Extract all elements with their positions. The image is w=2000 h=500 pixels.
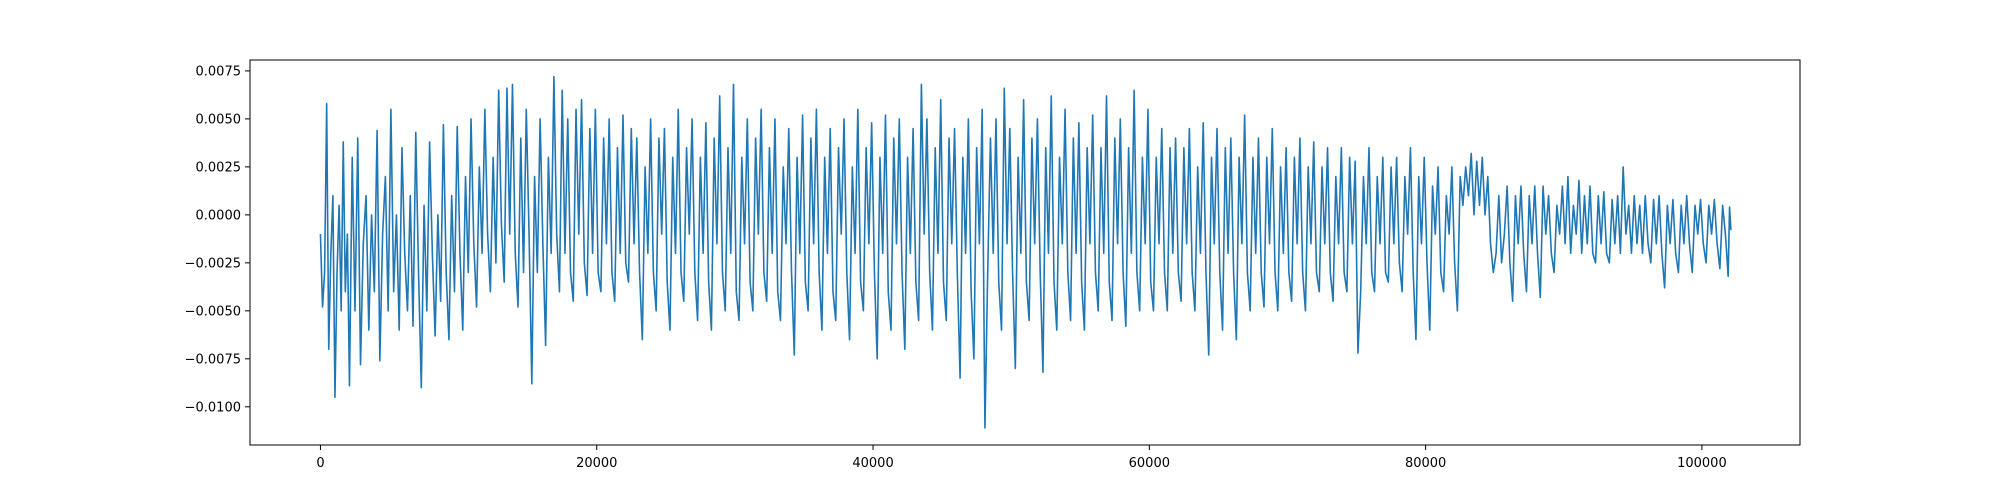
y-tick-label: 0.0025 bbox=[196, 160, 242, 175]
y-axis: −0.0100 −0.0075 −0.0050 −0.0025 0.0000 0.0025… bbox=[185, 64, 250, 415]
x-tick-label: 0 bbox=[316, 456, 324, 471]
y-tick-label: −0.0025 bbox=[185, 256, 241, 271]
x-tick-label: 20000 bbox=[576, 456, 617, 471]
y-tick-label: −0.0100 bbox=[185, 400, 241, 415]
plot-frame bbox=[249, 59, 1801, 446]
x-tick-label: 40000 bbox=[852, 456, 893, 471]
x-axis: 0 20000 40000 60000 80000 100000 bbox=[316, 445, 1727, 471]
y-tick-label: −0.0050 bbox=[185, 304, 241, 319]
x-tick-label: 100000 bbox=[1677, 456, 1727, 471]
x-tick-label: 80000 bbox=[1405, 456, 1446, 471]
y-tick-label: 0.0075 bbox=[196, 64, 242, 79]
y-tick-label: −0.0075 bbox=[185, 352, 241, 367]
series-line-0 bbox=[319, 75, 1732, 429]
series-layer bbox=[319, 75, 1732, 429]
x-tick-label: 60000 bbox=[1129, 456, 1170, 471]
y-tick-label: 0.0050 bbox=[196, 112, 242, 127]
y-tick-label: 0.0000 bbox=[196, 208, 242, 223]
